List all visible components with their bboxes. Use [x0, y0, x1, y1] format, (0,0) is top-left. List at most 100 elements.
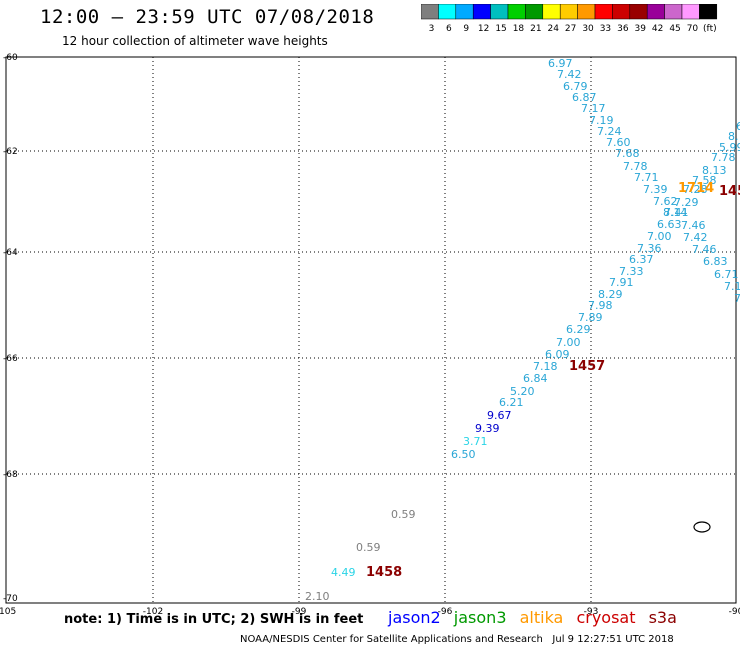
wave-height-value: 7.19: [589, 114, 614, 127]
color-scale-label: 70: [687, 24, 699, 34]
lat-tick-label: -62: [3, 147, 18, 157]
wave-height-value: 6.84: [523, 372, 548, 385]
wave-height-value: 0.59: [356, 541, 381, 554]
pass-labels: 1457 1458 1714 145: [366, 181, 740, 580]
wave-height-value: 7.1: [724, 280, 740, 293]
legend-s3a: s3a: [648, 608, 677, 627]
wave-height-value: 7.42: [557, 68, 582, 81]
wave-height-value: 6.29: [566, 323, 591, 336]
wave-height-value: 6: [736, 120, 740, 133]
wave-height-value: 7.60: [606, 136, 631, 149]
color-scale-label: 6: [446, 24, 452, 34]
color-scale-label: 36: [617, 24, 629, 34]
pass-time-label: 1714: [678, 181, 714, 196]
color-scale-label: 39: [635, 24, 647, 34]
lon-tick-label: -105: [0, 607, 16, 617]
wave-height-value: 6.97: [548, 57, 573, 70]
wave-height-value: 2.10: [305, 590, 330, 603]
wave-height-value: 7.36: [637, 242, 662, 255]
wave-height-value: 7.91: [609, 276, 634, 289]
lon-tick-label: -96: [438, 607, 453, 617]
wave-height-value: 7.18: [533, 360, 558, 373]
wave-height-value: 9.39: [475, 422, 500, 435]
wave-height-value: 7.58: [692, 174, 717, 187]
color-scale-label: 12: [478, 24, 489, 34]
wave-height-value: 8.: [728, 130, 739, 143]
island-outline: [693, 521, 711, 533]
lat-tick-label: -68: [3, 470, 18, 480]
wave-height-value: 0.59: [391, 508, 416, 521]
wave-height-value: 7.17: [581, 102, 606, 115]
wave-height-value: 7.33: [619, 265, 644, 278]
wave-height-value: 5.20: [510, 385, 535, 398]
color-scale-label: 18: [513, 24, 525, 34]
lat-tick-label: -66: [3, 354, 18, 364]
color-scale-bar: 3 6 9 12 15 18 21 24 27 30 33 36 39 42 45 70 (ft): [421, 4, 718, 34]
map-frame: [5, 56, 737, 604]
color-scale-label: 42: [652, 24, 663, 34]
color-scale-label: 24: [548, 24, 560, 34]
wave-height-value: 8.13: [702, 164, 727, 177]
legend-cryosat: cryosat: [576, 608, 636, 627]
credit-text: NOAA/NESDIS Center for Satellite Applica…: [240, 634, 543, 645]
legend-altika: altika: [519, 608, 564, 627]
credit-timestamp: Jul 9 12:27:51 UTC 2018: [552, 634, 674, 645]
legend-jason3: jason3: [453, 608, 507, 627]
color-scale-label: 45: [669, 24, 680, 34]
pass-time-label: 1457: [569, 359, 605, 374]
color-swatch-16: [699, 4, 718, 20]
pass-time-label: 1458: [366, 565, 402, 580]
wave-height-value: 7.28: [683, 183, 708, 196]
wave-height-value: 6.87: [572, 91, 597, 104]
wave-height-value: 6.09: [545, 348, 570, 361]
wave-height-value: 7.29: [674, 196, 699, 209]
wave-height-value: 6.63: [657, 218, 682, 231]
wave-height-value: 8.29: [598, 288, 623, 301]
wave-height-value: 7.00: [556, 336, 581, 349]
wave-height-value: 7.46: [692, 243, 717, 256]
page-subtitle: 12 hour collection of altimeter wave hei…: [62, 34, 328, 48]
color-scale-label: 3: [429, 24, 435, 34]
lon-tick-label: -93: [584, 607, 599, 617]
lon-tick-label: -90: [729, 607, 740, 617]
wave-height-value: 7.00: [647, 230, 672, 243]
color-scale-label: 15: [495, 24, 506, 34]
color-scale-label: 21: [530, 24, 541, 34]
wave-height-value: 6.21: [499, 396, 524, 409]
wave-height-value: 7.62: [653, 195, 678, 208]
wave-height-value: 6.50: [451, 448, 476, 461]
wave-height-value: 3.71: [463, 435, 488, 448]
lat-tick-label: -64: [3, 248, 18, 258]
wave-height-value: 7.78: [711, 151, 736, 164]
wave-height-value: 6.71: [714, 268, 739, 281]
wave-height-value: 8.14: [663, 206, 688, 219]
footer-credit: NOAA/NESDIS Center for Satellite Applica…: [240, 634, 674, 645]
wave-height-value: 7.24: [597, 125, 622, 138]
wave-height-value: 7.41: [664, 206, 689, 219]
axis-ticks: -105 -102 -99 -96 -93 -90 -60 -62 -64 -66 -68 -70: [0, 53, 740, 617]
wave-height-value: 7.78: [623, 160, 648, 173]
satellite-legend: jason2 jason3 altika cryosat s3a: [388, 608, 685, 627]
page-title: 12:00 – 23:59 UTC 07/08/2018: [40, 6, 375, 28]
footer-note: note: 1) Time is in UTC; 2) SWH is in fe…: [64, 612, 364, 627]
track-values: 6.977.426.796.877.177.197.247.607.687.78…: [305, 57, 740, 603]
color-scale-label: 9: [463, 24, 469, 34]
color-scale-label: 30: [582, 24, 594, 34]
wave-height-value: 6.79: [563, 80, 588, 93]
wave-height-value: 7: [734, 292, 740, 305]
color-scale-label: 27: [565, 24, 576, 34]
lat-tick-label: -60: [3, 53, 18, 63]
wave-height-value: 7.71: [634, 171, 659, 184]
wave-height-value: 7.68: [615, 147, 640, 160]
color-scale-label: 33: [600, 24, 611, 34]
legend-jason2: jason2: [388, 608, 441, 627]
wave-height-value: 5.99: [719, 141, 740, 154]
grid-lines: [6, 57, 736, 603]
wave-height-value: 7.39: [643, 183, 668, 196]
pass-time-label: 145: [719, 184, 740, 199]
wave-height-value: 4.49: [331, 566, 356, 579]
lat-tick-label: -70: [3, 594, 18, 604]
wave-height-value: 6.83: [703, 255, 728, 268]
wave-height-value: 9.67: [487, 409, 512, 422]
